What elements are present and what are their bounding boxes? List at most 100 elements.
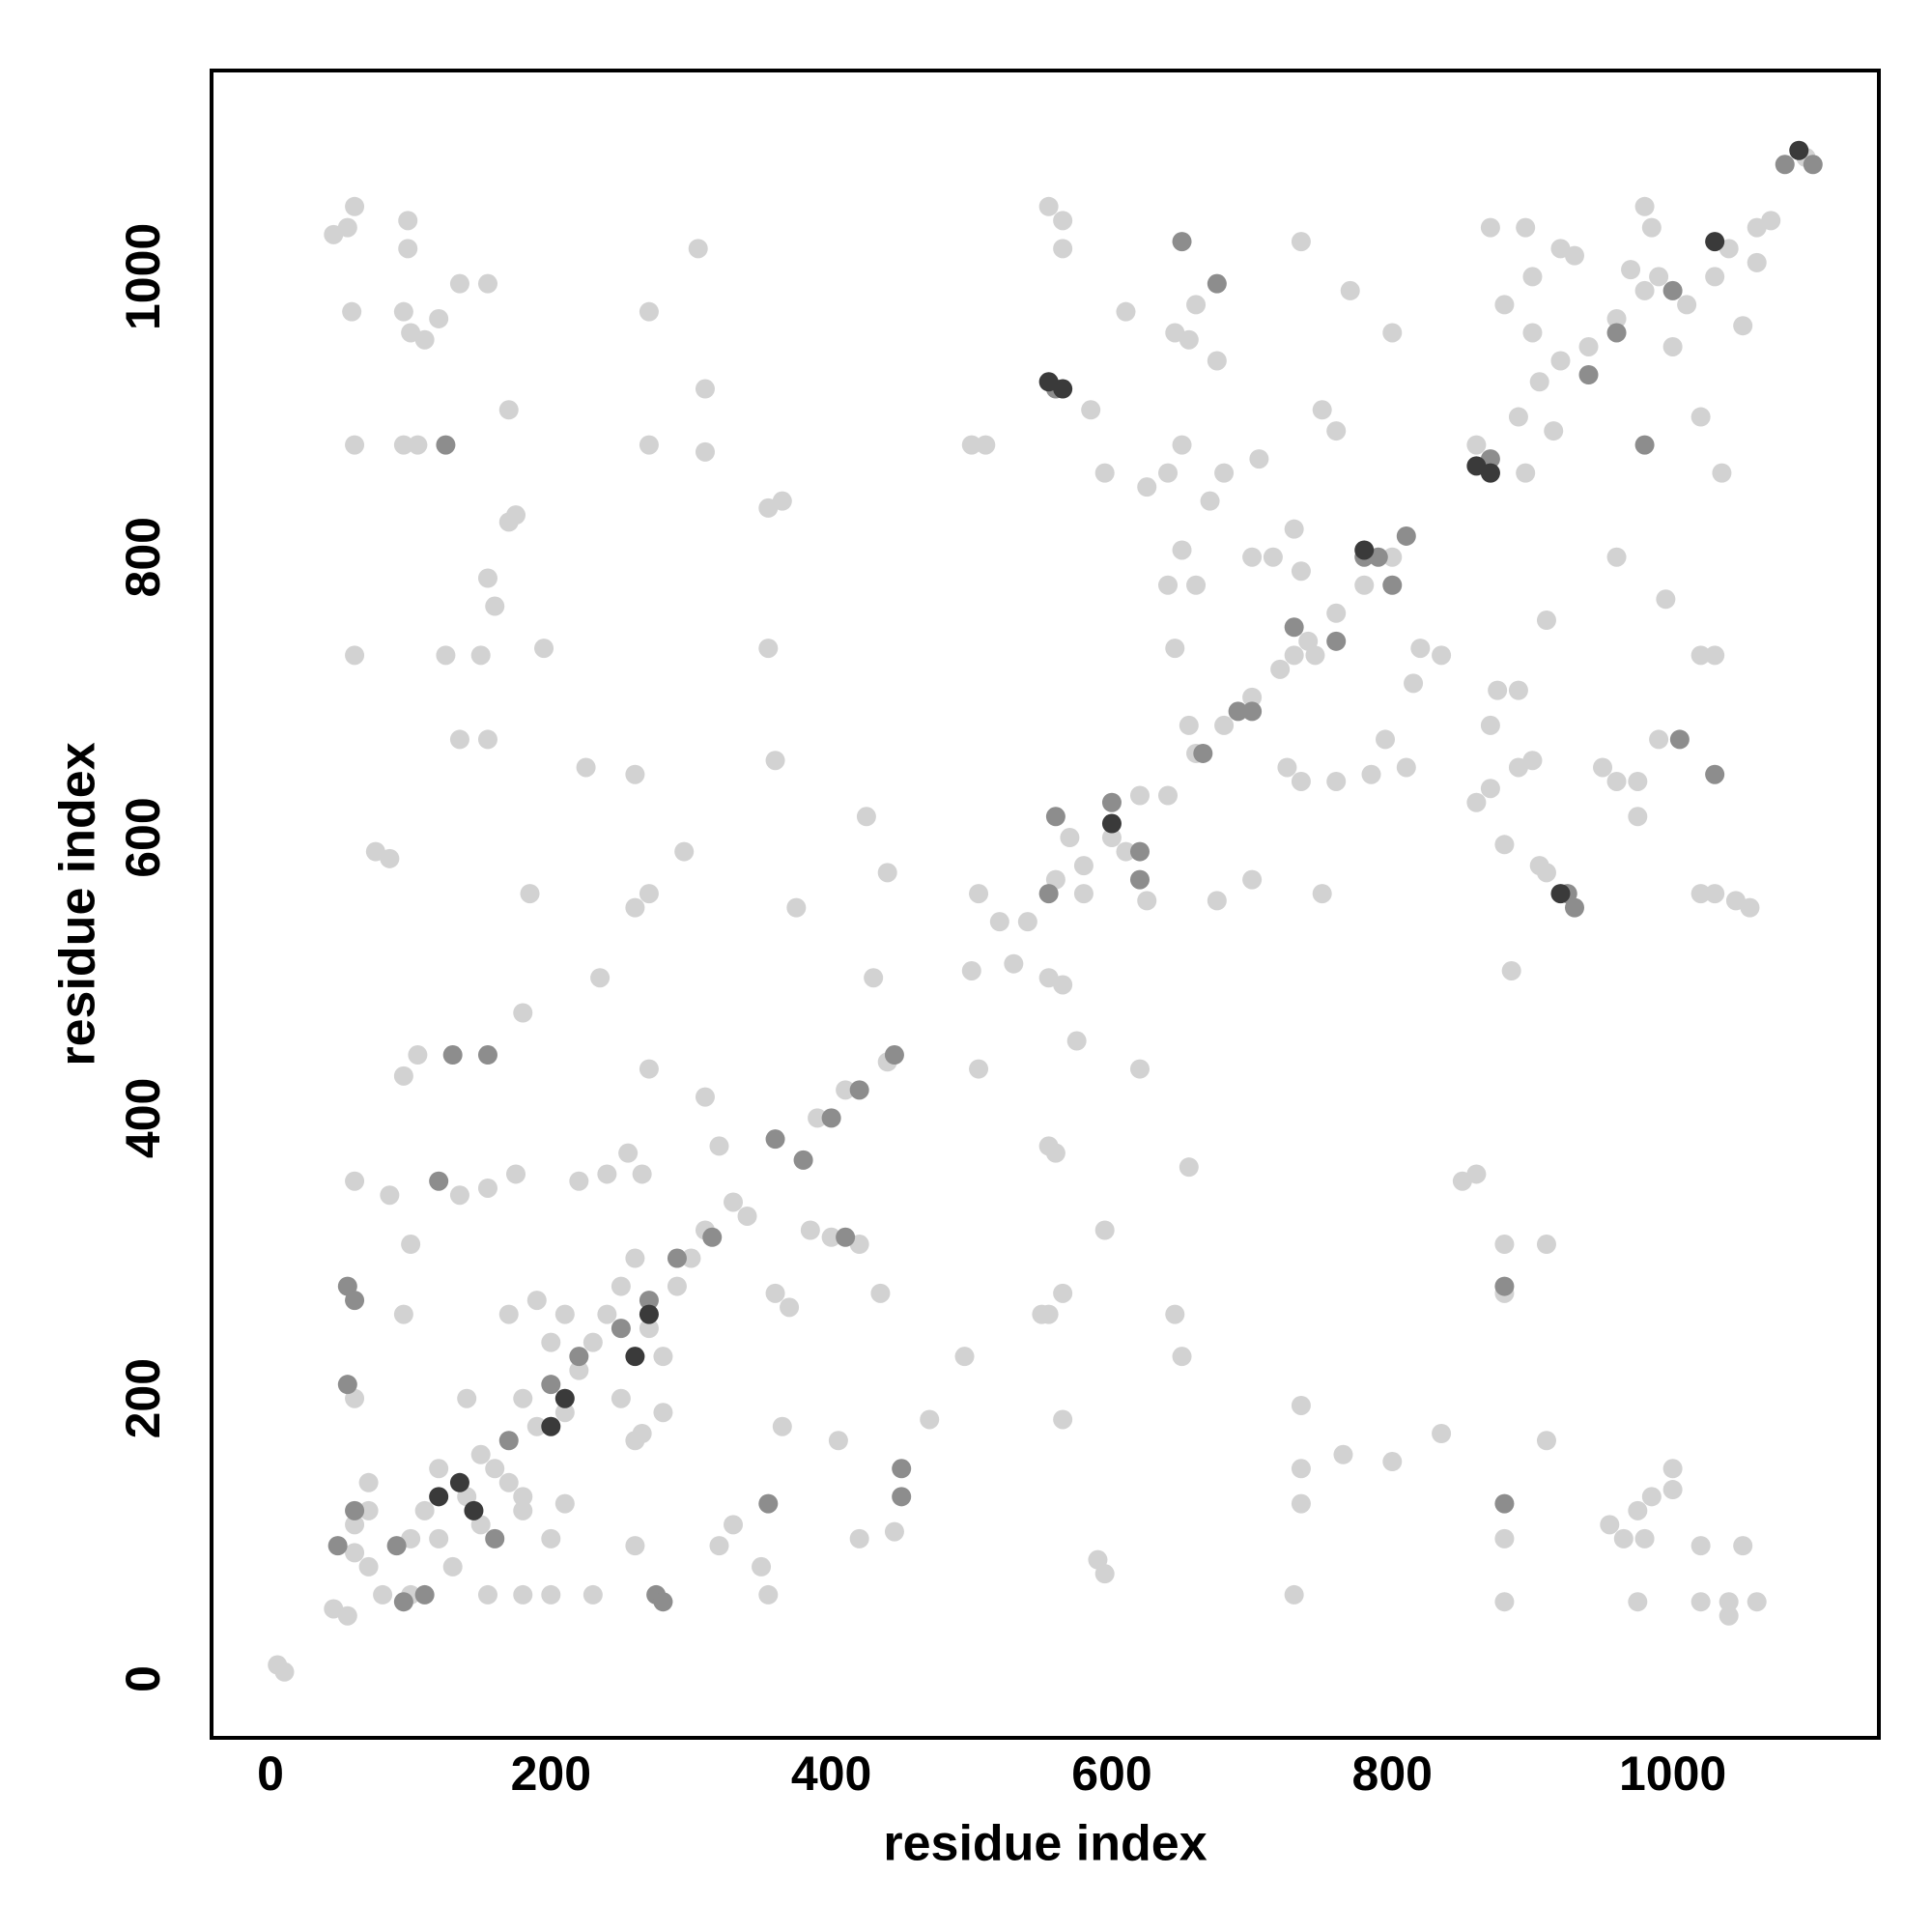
data-point bbox=[1354, 575, 1375, 595]
data-point bbox=[470, 1444, 491, 1464]
data-point bbox=[1137, 891, 1157, 911]
data-point bbox=[1270, 659, 1291, 679]
data-point bbox=[1564, 245, 1584, 266]
data-point bbox=[1494, 295, 1515, 315]
data-point bbox=[485, 1528, 505, 1548]
data-point bbox=[1094, 463, 1115, 483]
data-point bbox=[393, 1065, 413, 1086]
data-point bbox=[639, 1304, 659, 1324]
data-point bbox=[1432, 645, 1452, 666]
data-point bbox=[457, 1388, 477, 1408]
data-point bbox=[1242, 687, 1263, 707]
plot-frame bbox=[210, 69, 1881, 1740]
data-point bbox=[337, 1375, 357, 1395]
data-point bbox=[541, 1528, 561, 1548]
data-point bbox=[653, 1403, 673, 1423]
data-point bbox=[1242, 547, 1263, 567]
data-point bbox=[498, 1472, 519, 1492]
data-point bbox=[1480, 715, 1500, 735]
data-point bbox=[1432, 1423, 1452, 1443]
data-point bbox=[526, 1416, 547, 1436]
data-point bbox=[1396, 757, 1416, 778]
data-point bbox=[884, 1521, 904, 1542]
data-point bbox=[1291, 1459, 1311, 1479]
data-point bbox=[1242, 869, 1263, 890]
data-point bbox=[1628, 1500, 1648, 1520]
data-point bbox=[436, 435, 456, 455]
data-point bbox=[1060, 828, 1080, 848]
data-point bbox=[1053, 379, 1073, 399]
data-point bbox=[1522, 323, 1543, 343]
data-point bbox=[758, 1584, 779, 1605]
data-point bbox=[989, 912, 1009, 932]
data-point bbox=[1242, 701, 1263, 722]
data-point bbox=[513, 1388, 533, 1408]
data-point bbox=[1116, 841, 1136, 862]
data-point bbox=[345, 1171, 365, 1191]
data-point bbox=[1193, 743, 1213, 763]
data-point bbox=[639, 884, 659, 904]
data-point bbox=[1326, 631, 1347, 651]
data-point bbox=[464, 1500, 484, 1520]
data-point bbox=[1291, 771, 1311, 791]
data-point bbox=[1662, 336, 1683, 356]
x-tick-label: 1000 bbox=[1619, 1747, 1726, 1801]
data-point bbox=[1165, 1304, 1185, 1324]
data-point bbox=[436, 645, 456, 666]
data-point bbox=[1038, 1136, 1059, 1156]
data-point bbox=[337, 1605, 357, 1626]
data-point bbox=[1705, 884, 1725, 904]
data-point bbox=[345, 1515, 365, 1535]
data-point bbox=[1312, 400, 1332, 420]
data-point bbox=[1382, 323, 1403, 343]
data-point bbox=[345, 1500, 365, 1520]
data-point bbox=[969, 884, 989, 904]
data-point bbox=[342, 301, 362, 322]
points-layer bbox=[268, 140, 1823, 1682]
x-tick-label: 800 bbox=[1352, 1747, 1433, 1801]
data-point bbox=[590, 968, 611, 988]
data-point bbox=[765, 751, 785, 771]
data-point bbox=[780, 1297, 800, 1318]
data-point bbox=[393, 1304, 413, 1324]
data-point bbox=[1803, 155, 1823, 175]
data-point bbox=[345, 435, 365, 455]
data-point bbox=[1158, 463, 1179, 483]
data-point bbox=[1101, 828, 1122, 848]
data-point bbox=[1690, 645, 1711, 666]
data-point bbox=[1564, 897, 1584, 918]
data-point bbox=[1550, 351, 1571, 371]
data-point bbox=[1214, 715, 1235, 735]
data-point bbox=[772, 1416, 792, 1436]
data-point bbox=[1333, 1444, 1353, 1464]
data-point bbox=[667, 1276, 687, 1296]
data-point bbox=[870, 1283, 891, 1303]
data-point bbox=[506, 505, 526, 526]
data-point bbox=[1628, 807, 1648, 827]
data-point bbox=[1669, 729, 1690, 750]
data-point bbox=[1480, 463, 1500, 483]
data-point bbox=[1634, 196, 1655, 216]
data-point bbox=[1719, 1592, 1739, 1612]
data-point bbox=[1719, 1605, 1739, 1626]
data-point bbox=[1578, 365, 1599, 385]
data-point bbox=[1053, 211, 1073, 231]
data-point bbox=[667, 1248, 687, 1268]
data-point bbox=[1536, 611, 1556, 631]
data-point bbox=[1137, 477, 1157, 497]
data-point bbox=[625, 764, 645, 784]
data-point bbox=[1494, 1528, 1515, 1548]
data-point bbox=[1101, 813, 1122, 834]
data-point bbox=[1508, 680, 1528, 700]
data-point bbox=[1172, 540, 1192, 560]
data-point bbox=[477, 1584, 497, 1605]
data-point bbox=[324, 224, 344, 244]
data-point bbox=[1186, 295, 1207, 315]
data-point bbox=[1277, 757, 1297, 778]
data-point bbox=[1600, 1515, 1620, 1535]
data-point bbox=[724, 1192, 744, 1212]
data-point bbox=[1382, 547, 1403, 567]
data-point bbox=[345, 1291, 365, 1311]
data-point bbox=[498, 400, 519, 420]
data-point bbox=[702, 1227, 723, 1247]
